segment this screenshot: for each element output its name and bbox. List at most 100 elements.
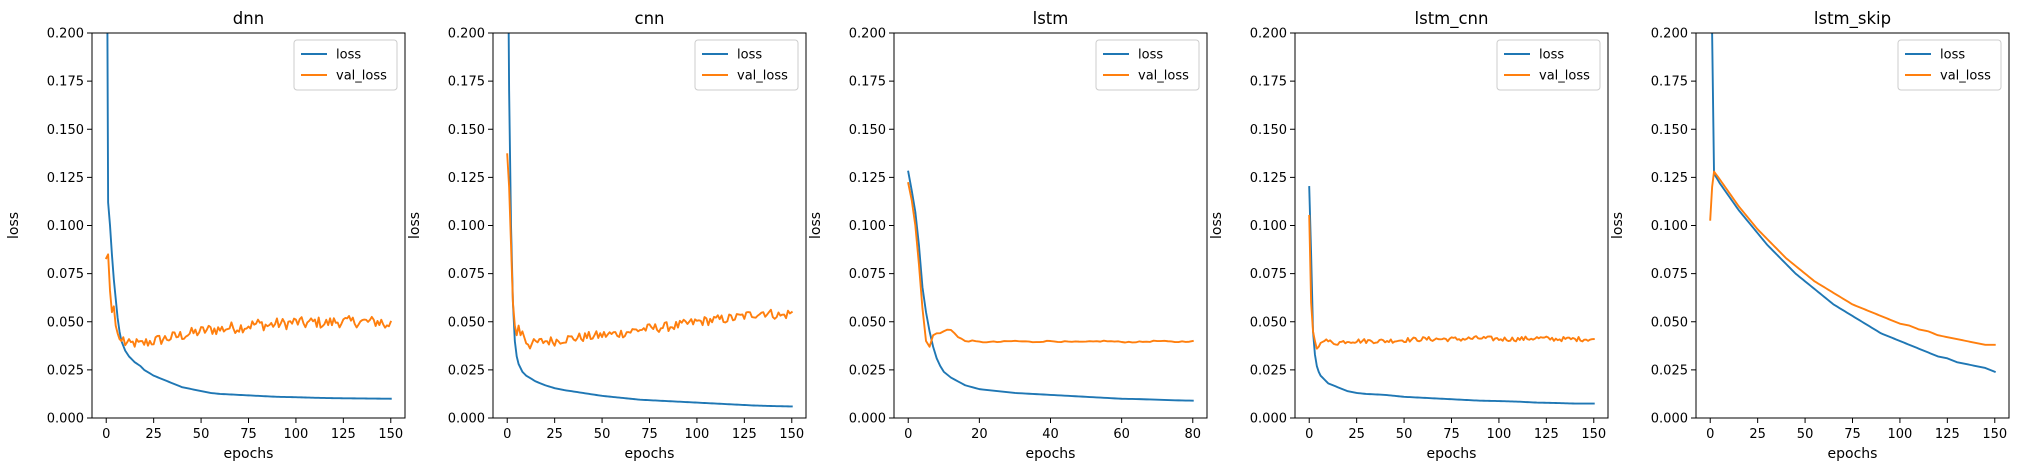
y-tick-label: 0.200 — [1651, 27, 1688, 42]
x-axis-label: epochs — [1026, 446, 1076, 462]
legend-label-loss: loss — [336, 48, 361, 63]
x-tick-label: 100 — [685, 427, 710, 442]
axes-frame — [1294, 32, 1609, 419]
x-axis-label: epochs — [1427, 446, 1477, 462]
y-tick-label: 0.125 — [448, 171, 485, 186]
y-axis-label: loss — [407, 212, 423, 239]
chart-title: dnn — [233, 9, 264, 28]
legend-label-val_loss: val_loss — [336, 69, 387, 84]
legend-label-val_loss: val_loss — [1539, 69, 1590, 84]
x-tick-label: 20 — [971, 427, 988, 442]
y-tick-label: 0.175 — [47, 75, 84, 90]
y-axis-label: loss — [808, 212, 824, 239]
legend-box — [1897, 39, 2002, 91]
y-tick-label: 0.025 — [448, 363, 485, 378]
legend-box — [1496, 39, 1601, 91]
legend-label-loss: loss — [1940, 48, 1965, 63]
x-tick-label: 0 — [1305, 427, 1313, 442]
x-tick-label: 125 — [1534, 427, 1559, 442]
legend-label-val_loss: val_loss — [1940, 69, 1991, 84]
x-tick-label: 150 — [1581, 427, 1606, 442]
y-tick-label: 0.200 — [1250, 27, 1287, 42]
x-tick-label: 40 — [1042, 427, 1059, 442]
y-tick-label: 0.100 — [448, 219, 485, 234]
y-tick-label: 0.000 — [1651, 412, 1688, 427]
series-group — [104, 33, 393, 400]
y-tick-label: 0.000 — [849, 412, 886, 427]
y-tick-label: 0.175 — [849, 75, 886, 90]
x-tick-label: 50 — [1396, 427, 1413, 442]
y-tick-label: 0.025 — [1250, 363, 1287, 378]
series-line-loss — [1711, 33, 1997, 374]
legend: loss val_loss — [1897, 39, 2002, 91]
y-tick-label: 0.075 — [448, 267, 485, 282]
y-tick-label: 0.075 — [1651, 267, 1688, 282]
x-tick-label: 50 — [594, 427, 611, 442]
x-tick-label: 0 — [102, 427, 110, 442]
chart-title: cnn — [635, 9, 665, 28]
y-axis-label: loss — [1610, 212, 1626, 239]
legend: loss val_loss — [1095, 39, 1200, 91]
x-tick-label: 125 — [1935, 427, 1960, 442]
legend: loss val_loss — [1496, 39, 1601, 91]
x-tick-label: 125 — [732, 427, 757, 442]
x-tick-label: 150 — [1982, 427, 2007, 442]
y-tick-label: 0.100 — [47, 219, 84, 234]
series-line-val_loss — [104, 253, 393, 348]
y-tick-label: 0.050 — [47, 315, 84, 330]
axes-frame — [1695, 32, 2010, 419]
series-line-loss — [907, 170, 1194, 402]
y-tick-label: 0.075 — [47, 267, 84, 282]
series-line-val_loss — [1308, 214, 1595, 350]
series-group — [907, 170, 1194, 402]
y-tick-label: 0.175 — [1651, 75, 1688, 90]
x-tick-label: 80 — [1184, 427, 1201, 442]
y-tick-label: 0.025 — [1651, 363, 1688, 378]
series-line-val_loss — [907, 182, 1194, 348]
x-tick-label: 0 — [904, 427, 912, 442]
legend-box — [293, 39, 398, 91]
x-tick-label: 50 — [1797, 427, 1814, 442]
legend: loss val_loss — [694, 39, 799, 91]
legend-label-loss: loss — [1138, 48, 1163, 63]
x-tick-label: 50 — [193, 427, 210, 442]
legend-label-val_loss: val_loss — [1138, 69, 1189, 84]
legend: loss val_loss — [293, 39, 398, 91]
x-tick-label: 25 — [1749, 427, 1766, 442]
x-tick-label: 100 — [1487, 427, 1512, 442]
x-tick-label: 0 — [1706, 427, 1714, 442]
series-line-loss — [106, 33, 392, 400]
x-tick-label: 60 — [1113, 427, 1130, 442]
y-axis-label: loss — [6, 212, 22, 239]
y-tick-label: 0.050 — [1651, 315, 1688, 330]
series-line-val_loss — [506, 153, 794, 350]
y-tick-label: 0.125 — [47, 171, 84, 186]
y-tick-label: 0.075 — [1250, 267, 1287, 282]
series-line-loss — [1308, 186, 1595, 405]
axes-frame — [91, 32, 406, 419]
chart-title: lstm_cnn — [1415, 9, 1489, 29]
series-group — [1308, 186, 1595, 405]
y-tick-label: 0.175 — [1250, 75, 1287, 90]
y-tick-label: 0.150 — [448, 123, 485, 138]
y-tick-label: 0.150 — [849, 123, 886, 138]
y-tick-label: 0.175 — [448, 75, 485, 90]
chart-panel-lstm: 0 20 40 60 80 0.000 0.025 0.050 0.075 0.100 0.125 0… — [808, 9, 1208, 462]
y-tick-label: 0.000 — [1250, 412, 1287, 427]
x-axis-label: epochs — [224, 446, 274, 462]
y-tick-label: 0.200 — [47, 27, 84, 42]
x-tick-label: 75 — [1443, 427, 1460, 442]
x-tick-label: 100 — [1888, 427, 1913, 442]
y-tick-label: 0.150 — [1250, 123, 1287, 138]
legend-label-loss: loss — [737, 48, 762, 63]
chart-panel-cnn: 0 25 50 75 100 125 150 0.000 0.025 0.050 0.075 0.10… — [407, 9, 807, 462]
x-tick-label: 25 — [1348, 427, 1365, 442]
y-tick-label: 0.000 — [47, 412, 84, 427]
x-tick-label: 75 — [1844, 427, 1861, 442]
y-tick-label: 0.125 — [1250, 171, 1287, 186]
x-tick-label: 100 — [284, 427, 309, 442]
chart-title: lstm_skip — [1814, 9, 1891, 29]
legend-box — [1095, 39, 1200, 91]
series-line-loss — [507, 33, 793, 408]
